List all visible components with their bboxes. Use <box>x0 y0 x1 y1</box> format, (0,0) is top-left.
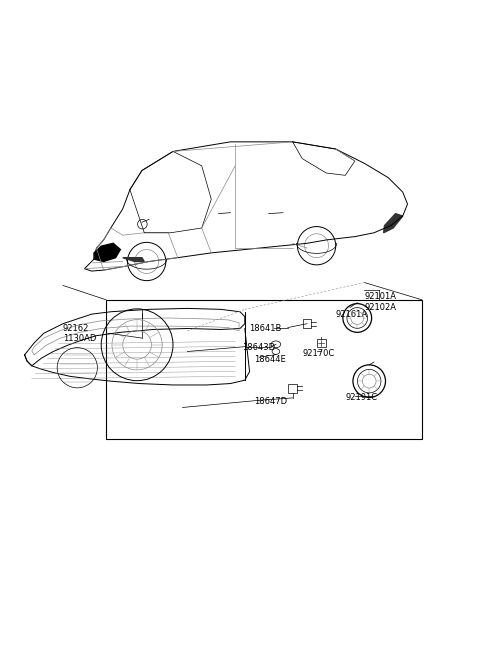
Text: 92191C: 92191C <box>345 394 377 402</box>
Text: 18647D: 18647D <box>254 397 288 406</box>
Bar <box>288 384 297 393</box>
Text: 18644E: 18644E <box>254 355 286 363</box>
Bar <box>106 300 422 439</box>
Polygon shape <box>123 258 144 261</box>
Text: 18641B: 18641B <box>250 324 282 333</box>
Bar <box>317 338 325 347</box>
Bar <box>303 319 312 328</box>
Text: 92161A: 92161A <box>336 309 368 319</box>
Polygon shape <box>384 214 403 233</box>
Polygon shape <box>94 243 120 261</box>
Text: 92162
1130AD: 92162 1130AD <box>63 324 96 343</box>
Text: 92101A
92102A: 92101A 92102A <box>364 292 396 312</box>
Text: 18643D: 18643D <box>242 343 276 352</box>
Text: 92170C: 92170C <box>302 349 335 358</box>
